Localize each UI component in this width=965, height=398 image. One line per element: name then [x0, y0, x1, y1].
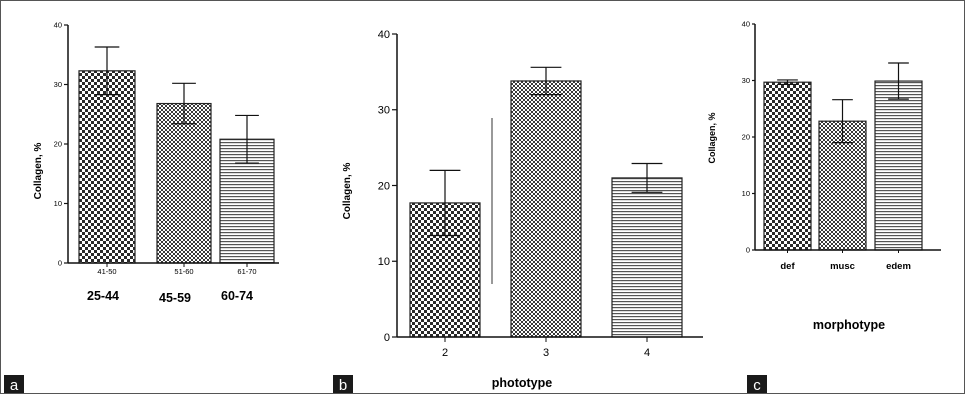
panel-c-error-bar [832, 99, 853, 144]
panel-c-y-tick-label: 40 [742, 20, 750, 29]
panel-a-category-label: 61-70 [237, 267, 256, 276]
panel-c-category-label: musc [830, 261, 855, 272]
panel-c-tag-bg [747, 375, 767, 393]
panel-a-bar [156, 102, 212, 264]
panel-b-error-bar [530, 66, 562, 96]
panel-c-bar [874, 80, 923, 251]
panel-a-plot: 41-50 51-60 61-70 0 10 20 30 40 [54, 21, 279, 276]
panel-a-tag-bg [4, 375, 24, 393]
panel-c-ylabel: Collagen, % [707, 112, 717, 163]
panel-a-error-bar [172, 82, 196, 125]
panel-b-tag-bg [333, 375, 353, 393]
panel-b-category-label: 2 [442, 347, 448, 359]
panel-c-error-bar [888, 62, 909, 100]
panel-b-y-tick-label: 20 [378, 180, 390, 192]
panel-a-y-tick-label: 0 [58, 259, 62, 268]
panel-a-error-bar [94, 46, 120, 96]
panel-c-y-tick-label: 20 [742, 133, 750, 142]
panel-a-y-tick-label: 30 [54, 80, 62, 89]
panel-a-y-tick-label: 20 [54, 140, 62, 149]
panel-c-error-bar [777, 79, 798, 86]
panel-c-category-label: def [780, 261, 795, 272]
panel-b-y-tick-label: 0 [384, 332, 390, 344]
panel-c-plot: def musc edem 0 10 20 30 40 [742, 20, 941, 272]
panel-a-y-tick-label: 10 [54, 199, 62, 208]
panel-b-category-label: 3 [543, 347, 549, 359]
panel-b-y-tick-label: 10 [378, 256, 390, 268]
panel-c-category-label: edem [886, 261, 911, 272]
panel-b-bar [611, 177, 683, 338]
panel-a-y-tick-label: 40 [54, 21, 62, 30]
panel-a-extra-labels: 25-44 45-59 60-74 [87, 289, 253, 305]
panel-a-bar [78, 70, 136, 264]
panel-a-extra-label: 45-59 [159, 291, 191, 305]
panel-b-bar [510, 80, 582, 338]
panel-a-category-label: 41-50 [97, 267, 116, 276]
panel-c-y-tick-label: 30 [742, 76, 750, 85]
panel-b-tag: b [339, 377, 347, 393]
panel-a-extra-label: 25-44 [87, 289, 119, 303]
panel-b-error-bar [429, 169, 461, 237]
panel-a-tag: a [10, 377, 19, 393]
panel-c-y-tick-label: 0 [746, 246, 750, 255]
panel-c-tag: c [753, 377, 761, 393]
panel-b-error-bar [631, 162, 663, 193]
panel-c-xlabel: morphotype [813, 318, 885, 332]
panel-c: Collagen, % def musc edem 0 10 20 30 40 morphot… [707, 20, 941, 394]
panel-a-ylabel: Collagen, % [33, 143, 44, 200]
panel-a: Collagen, % 41-50 51-60 61-70 0 10 20 30 40 25-… [4, 21, 279, 394]
panel-c-y-tick-label: 10 [742, 189, 750, 198]
panel-b-xlabel: phototype [492, 376, 552, 390]
panel-b-y-tick-label: 30 [378, 105, 390, 117]
panel-a-error-bar [235, 114, 259, 164]
panel-b-ylabel: Collagen, % [342, 163, 353, 220]
panel-b-y-tick-label: 40 [378, 29, 390, 41]
panel-a-category-label: 51-60 [174, 267, 193, 276]
panel-a-extra-label: 60-74 [221, 289, 253, 303]
panel-c-bar [763, 81, 812, 251]
panel-b-category-label: 4 [644, 347, 650, 359]
